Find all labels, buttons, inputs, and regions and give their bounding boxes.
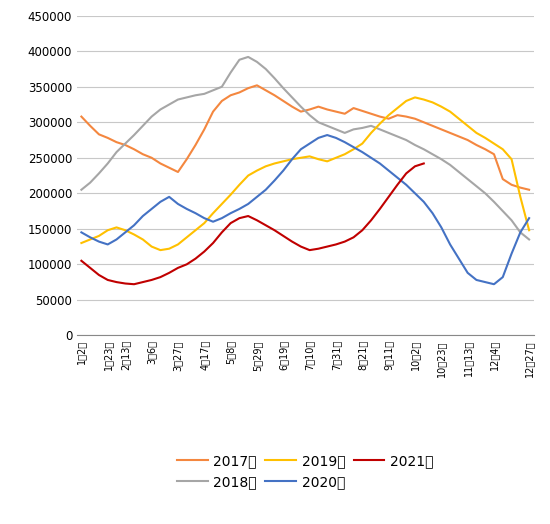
2021年	[350, 234, 357, 241]
2021年	[403, 170, 410, 177]
2018年	[245, 54, 251, 60]
2019年	[298, 155, 304, 161]
2021年	[192, 256, 199, 262]
2021年	[289, 238, 295, 245]
2018年	[377, 126, 383, 133]
2017年	[236, 89, 243, 95]
2021年	[227, 220, 234, 226]
2021年	[394, 182, 401, 188]
2021年	[113, 279, 120, 285]
2021年	[315, 246, 322, 252]
2021年	[386, 194, 392, 200]
2019年	[359, 140, 366, 147]
2019年	[113, 224, 120, 231]
2021年	[140, 279, 146, 285]
2017年	[526, 187, 532, 193]
2021年	[420, 160, 427, 167]
2021年	[254, 217, 260, 223]
2021年	[184, 261, 190, 267]
2021年	[280, 233, 287, 239]
2021年	[157, 274, 164, 280]
2021年	[87, 265, 94, 271]
2017年	[359, 108, 366, 114]
Line: 2021年: 2021年	[81, 163, 424, 284]
2017年	[113, 139, 120, 145]
2019年	[412, 94, 419, 101]
2021年	[324, 244, 331, 250]
2021年	[175, 265, 182, 271]
2017年	[78, 113, 85, 119]
2018年	[298, 104, 304, 110]
2020年	[113, 236, 120, 243]
2020年	[324, 132, 331, 138]
2017年	[254, 82, 260, 89]
2021年	[122, 280, 129, 287]
2021年	[78, 258, 85, 264]
2021年	[342, 238, 348, 245]
2021年	[298, 244, 304, 250]
2021年	[412, 163, 419, 169]
2020年	[236, 206, 243, 212]
2018年	[78, 187, 85, 193]
2021年	[333, 241, 339, 247]
2021年	[236, 215, 243, 221]
2021年	[104, 277, 111, 283]
Line: 2019年: 2019年	[81, 97, 529, 250]
2021年	[210, 240, 216, 246]
2021年	[306, 247, 313, 253]
2020年	[289, 156, 295, 162]
Line: 2018年: 2018年	[81, 57, 529, 239]
2021年	[96, 272, 102, 278]
Line: 2020年: 2020年	[81, 135, 529, 284]
2021年	[166, 270, 173, 276]
2021年	[131, 281, 138, 287]
2021年	[262, 222, 269, 228]
2017年	[377, 113, 383, 119]
Line: 2017年: 2017年	[81, 85, 529, 190]
2017年	[298, 108, 304, 115]
2018年	[236, 57, 243, 63]
2021年	[218, 229, 225, 235]
2020年	[491, 281, 497, 287]
2019年	[526, 227, 532, 233]
2020年	[78, 229, 85, 235]
2019年	[157, 247, 164, 253]
2021年	[271, 227, 278, 233]
2020年	[315, 135, 322, 141]
2021年	[148, 277, 155, 283]
2021年	[359, 227, 366, 233]
2020年	[359, 149, 366, 155]
2019年	[377, 121, 383, 127]
2018年	[526, 236, 532, 243]
2019年	[324, 158, 331, 165]
2019年	[78, 240, 85, 246]
2020年	[377, 160, 383, 167]
2017年	[499, 176, 506, 182]
2019年	[245, 172, 251, 179]
2018年	[499, 208, 506, 214]
2018年	[359, 125, 366, 131]
2020年	[526, 215, 532, 221]
2021年	[377, 206, 383, 212]
2021年	[368, 217, 375, 223]
2021年	[201, 248, 207, 255]
Legend: 2017年, 2018年, 2019年, 2020年, 2021年: 2017年, 2018年, 2019年, 2020年, 2021年	[172, 449, 439, 495]
2018年	[113, 149, 120, 155]
2021年	[245, 213, 251, 219]
